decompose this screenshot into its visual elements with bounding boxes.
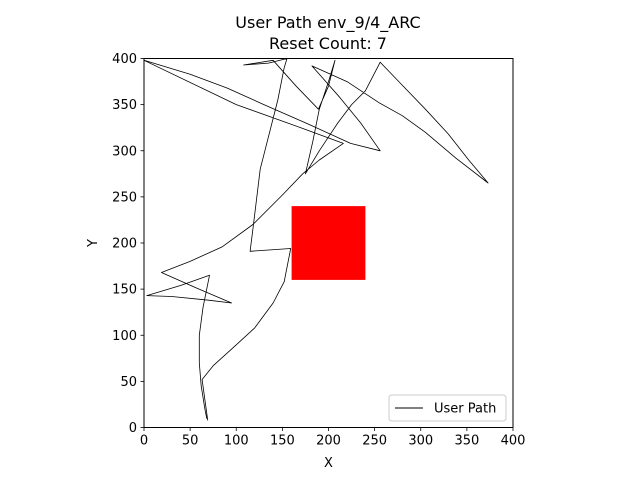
x-tick-label: 350 [454,434,479,449]
y-tick-label: 200 [112,237,137,252]
y-axis-label: Y [86,239,101,248]
y-tick-label: 100 [112,329,137,344]
y-tick-label: 300 [112,144,137,159]
y-tick-label: 50 [120,375,137,390]
series-line-user-path [143,58,489,421]
x-tick-label: 100 [224,434,249,449]
chart-title: User Path env_9/4_ARC [235,13,420,33]
annotations-layer [291,206,366,280]
legend-label-user-path: User Path [434,402,496,417]
x-tick-label: 200 [316,434,341,449]
y-tick-label: 400 [112,52,137,67]
x-axis-label: X [324,456,333,471]
series-layer [143,58,489,421]
x-tick-label: 400 [501,434,526,449]
x-tick-label: 0 [140,434,148,449]
x-tick-label: 250 [362,434,387,449]
y-tick-label: 250 [112,190,137,205]
y-tick-label: 0 [129,421,137,436]
obstacle-rect [291,206,366,280]
x-tick-label: 50 [182,434,199,449]
y-tick-label: 350 [112,98,137,113]
x-tick-label: 150 [270,434,295,449]
y-axis: 0 50 100 150 200 250 300 350 400 [112,52,144,436]
legend: User Path [388,394,507,422]
x-tick-label: 300 [408,434,433,449]
legend-box [388,394,507,422]
chart-subtitle: Reset Count: 7 [269,34,387,53]
y-tick-label: 150 [112,283,137,298]
x-axis: 0 50 100 150 200 250 300 350 400 [140,427,526,449]
